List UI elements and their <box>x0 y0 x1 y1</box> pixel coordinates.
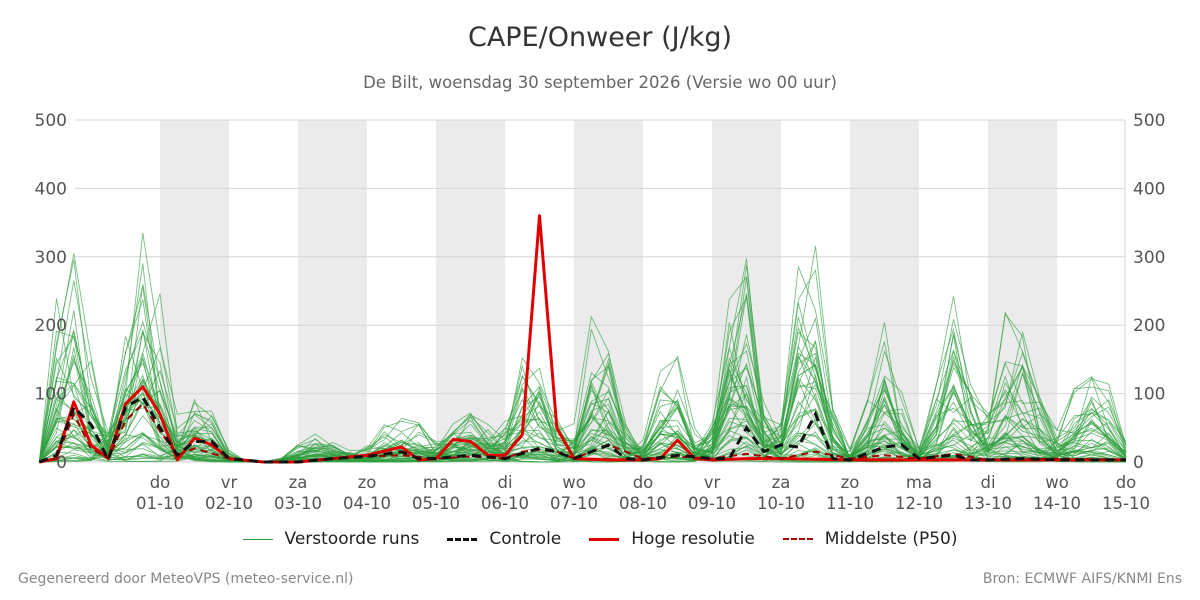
x-tick-date: 14-10 <box>1033 494 1081 513</box>
y-tick-label-right: 300 <box>1133 248 1165 268</box>
shaded-day-band <box>298 120 367 462</box>
x-tick-day: za <box>289 473 308 492</box>
y-tick-label-left: 100 <box>35 385 67 405</box>
legend-item-highres[interactable]: Hoge resolutie <box>589 529 755 549</box>
perturbed-run-line <box>38 266 1127 463</box>
x-tick-day: za <box>772 473 791 492</box>
legend-label-control: Controle <box>489 529 562 549</box>
shaded-day-band <box>850 120 919 462</box>
legend-swatch-median <box>782 538 813 540</box>
chart-title: CAPE/Onweer (J/kg) <box>467 22 732 53</box>
legend-label-median: Middelste (P50) <box>824 529 958 549</box>
legend-item-perturbed[interactable]: Verstoorde runs <box>242 529 420 549</box>
y-tick-label-left: 0 <box>56 453 67 473</box>
legend-swatch-perturbed <box>242 538 273 540</box>
x-tick-date: 04-10 <box>343 494 391 513</box>
x-tick-day: ma <box>423 473 449 492</box>
x-tick-day: wo <box>562 473 586 492</box>
x-tick-day: vr <box>704 473 721 492</box>
highres-series-line <box>39 214 1126 464</box>
x-tick-date: 01-10 <box>136 494 184 513</box>
x-tick-day: do <box>1116 473 1137 492</box>
perturbed-run-line <box>38 259 1127 463</box>
perturbed-run-line <box>38 310 1127 463</box>
x-tick-day: ma <box>906 473 932 492</box>
legend-label-perturbed: Verstoorde runs <box>284 529 420 549</box>
shaded-day-band <box>436 120 505 462</box>
x-tick-date: 12-10 <box>895 494 943 513</box>
x-tick-date: 03-10 <box>274 494 322 513</box>
y-tick-label-right: 400 <box>1133 179 1165 199</box>
axis-labels: 0 0 100 100 200 200 300 300 400 400 500 500 do 01-10 v… <box>35 111 1166 513</box>
shaded-day-band <box>712 120 781 462</box>
footer-source: Bron: ECMWF AIFS/KNMI Ens <box>982 571 1182 587</box>
x-tick-day: wo <box>1045 473 1069 492</box>
legend-swatch-control <box>447 537 478 541</box>
x-tick-date: 15-10 <box>1102 494 1150 513</box>
x-tick-day: di <box>980 473 995 492</box>
x-tick-date: 02-10 <box>205 494 253 513</box>
legend-swatch-highres <box>589 537 620 541</box>
chart-subtitle: De Bilt, woensdag 30 september 2026 (Ver… <box>363 73 837 92</box>
x-tick-day: di <box>497 473 512 492</box>
x-tick-day: zo <box>841 473 860 492</box>
x-tick-day: vr <box>221 473 238 492</box>
legend-item-control[interactable]: Controle <box>447 529 561 549</box>
y-tick-label-left: 200 <box>35 316 67 336</box>
perturbed-run-line <box>38 357 1127 463</box>
y-tick-label-right: 0 <box>1133 453 1144 473</box>
y-tick-label-right: 200 <box>1133 316 1165 336</box>
y-tick-label-right: 500 <box>1133 111 1165 131</box>
x-tick-date: 10-10 <box>757 494 805 513</box>
y-tick-label-right: 100 <box>1133 385 1165 405</box>
y-tick-label-left: 500 <box>35 111 67 131</box>
shaded-day-band <box>988 120 1057 462</box>
x-tick-date: 07-10 <box>550 494 598 513</box>
perturbed-run-line <box>38 319 1127 463</box>
weekend-shading <box>160 120 1057 462</box>
x-tick-day: do <box>150 473 171 492</box>
legend: Verstoorde runs Controle Hoge resolutie … <box>0 529 1200 549</box>
legend-label-highres: Hoge resolutie <box>631 529 755 549</box>
perturbed-run-line <box>38 312 1127 463</box>
x-tick-date: 08-10 <box>619 494 667 513</box>
shaded-day-band <box>160 120 229 462</box>
footer-generated-by: Gegenereerd door MeteoVPS (meteo-service… <box>18 571 354 587</box>
perturbed-run-line <box>39 315 1127 463</box>
control-series-line <box>38 394 1126 464</box>
legend-item-median[interactable]: Middelste (P50) <box>782 529 958 549</box>
x-tick-date: 05-10 <box>412 494 460 513</box>
x-tick-date: 11-10 <box>826 494 874 513</box>
x-tick-day: zo <box>358 473 377 492</box>
perturbed-run-line <box>38 331 1127 463</box>
main-series <box>38 214 1127 464</box>
x-tick-date: 06-10 <box>481 494 529 513</box>
y-tick-label-left: 400 <box>35 179 67 199</box>
x-tick-date: 09-10 <box>688 494 736 513</box>
y-tick-label-left: 300 <box>35 248 67 268</box>
x-tick-date: 13-10 <box>964 494 1012 513</box>
x-tick-day: do <box>633 473 654 492</box>
